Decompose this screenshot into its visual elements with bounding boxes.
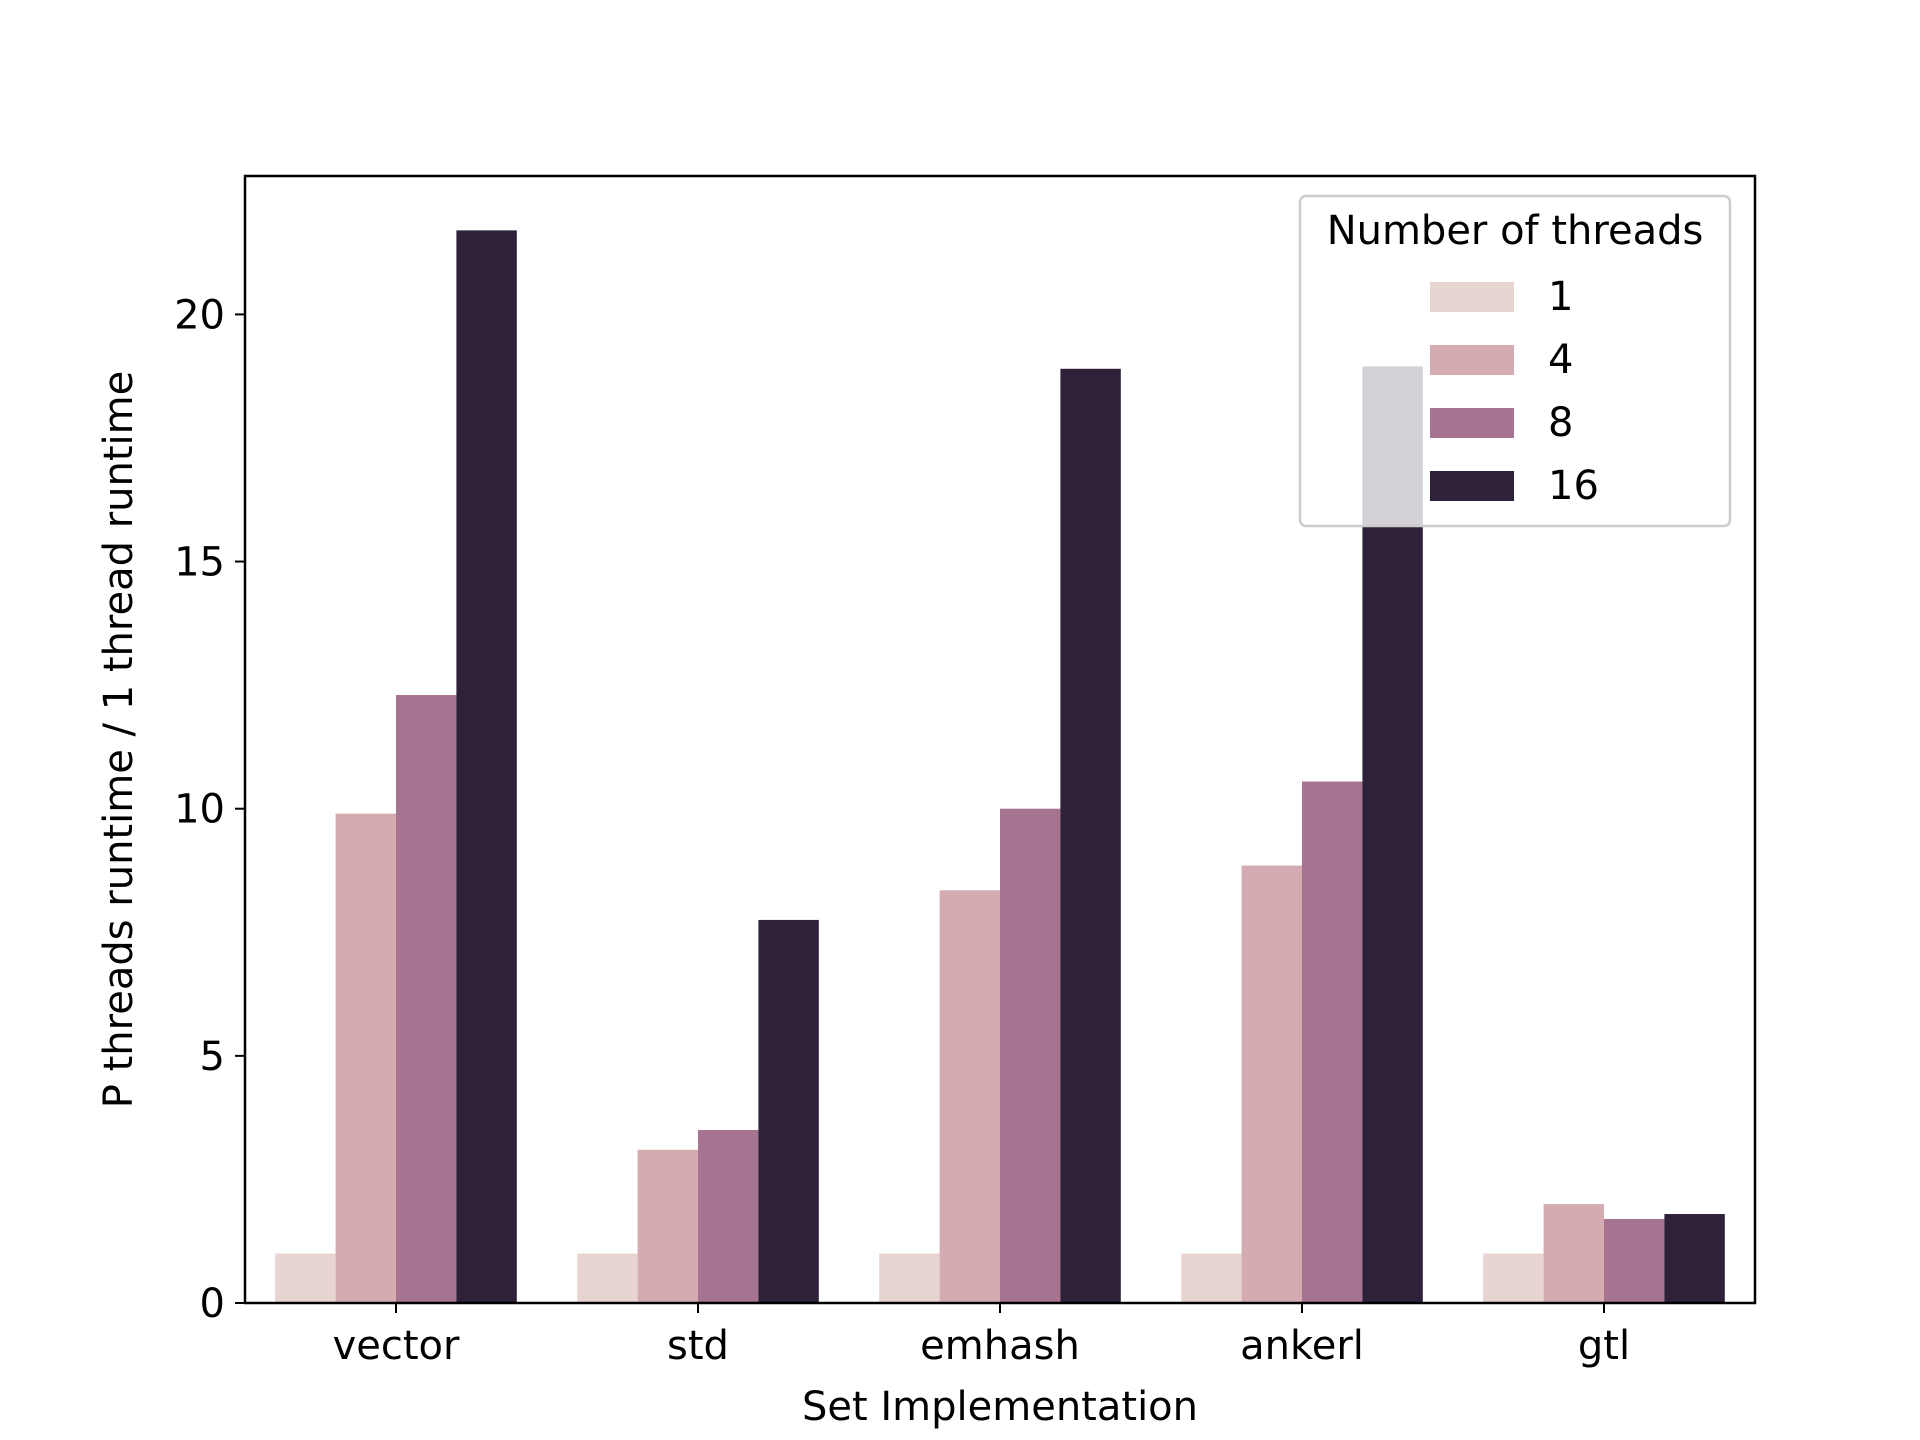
bars-layer: [275, 230, 1725, 1303]
bar-gtl-threads-16: [1664, 1214, 1725, 1303]
y-tick-label-0: 0: [200, 1281, 225, 1327]
legend-swatch-4: [1430, 345, 1514, 375]
legend: Number of threads 1 4 8 16: [1298, 194, 1732, 528]
bar-ankerl-threads-1: [1181, 1253, 1242, 1303]
legend-label-1: 1: [1548, 274, 1573, 320]
legend-title: Number of threads: [1327, 208, 1704, 254]
legend-swatch-8: [1430, 408, 1514, 438]
bar-ankerl-threads-8: [1302, 781, 1363, 1303]
bar-vector-threads-1: [275, 1253, 336, 1303]
legend-label-4: 4: [1548, 337, 1573, 383]
ticks-layer: vector std emhash ankerl gtl 0 5 10 15 20: [174, 292, 1630, 1369]
bar-gtl-threads-4: [1543, 1204, 1604, 1303]
legend-items: 1 4 8 16: [1430, 274, 1599, 509]
x-tick-label-gtl: gtl: [1578, 1323, 1630, 1369]
bar-std-threads-8: [698, 1130, 759, 1303]
legend-swatch-1: [1430, 282, 1514, 312]
bar-vector-threads-4: [335, 813, 396, 1303]
x-tick-label-vector: vector: [333, 1323, 460, 1369]
bar-emhash-threads-16: [1060, 368, 1121, 1303]
bar-emhash-threads-8: [1000, 808, 1061, 1303]
bar-emhash-threads-1: [879, 1253, 940, 1303]
y-axis-label: P threads runtime / 1 thread runtime: [96, 371, 142, 1108]
y-tick-label-15: 15: [174, 540, 225, 586]
legend-label-16: 16: [1548, 463, 1599, 509]
x-tick-label-emhash: emhash: [920, 1323, 1080, 1369]
legend-label-8: 8: [1548, 400, 1573, 446]
bar-std-threads-4: [637, 1149, 698, 1303]
x-tick-label-ankerl: ankerl: [1240, 1323, 1364, 1369]
legend-swatch-16: [1430, 471, 1514, 501]
y-tick-label-5: 5: [200, 1034, 225, 1080]
y-tick-label-20: 20: [174, 292, 225, 338]
legend-box: [1298, 194, 1732, 528]
bar-vector-threads-8: [396, 695, 457, 1303]
bar-std-threads-16: [758, 919, 819, 1303]
y-tick-label-10: 10: [174, 787, 225, 833]
bar-emhash-threads-4: [939, 890, 1000, 1303]
bar-ankerl-threads-4: [1241, 865, 1302, 1303]
bar-gtl-threads-8: [1604, 1218, 1665, 1303]
bar-gtl-threads-1: [1483, 1253, 1544, 1303]
bar-vector-threads-16: [456, 230, 517, 1303]
bar-std-threads-1: [577, 1253, 638, 1303]
x-tick-label-std: std: [667, 1323, 729, 1369]
x-axis-label: Set Implementation: [802, 1384, 1198, 1430]
